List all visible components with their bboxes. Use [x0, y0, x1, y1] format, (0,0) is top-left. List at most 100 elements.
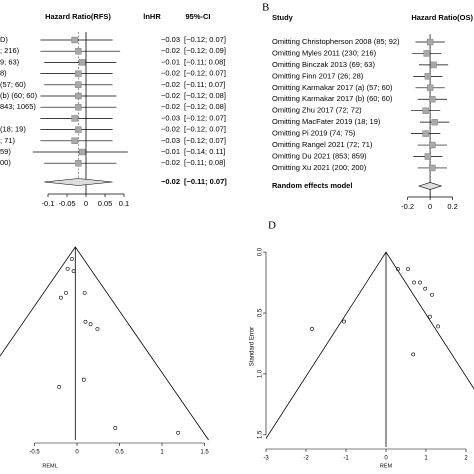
value-label: −0.02	[161, 80, 180, 89]
y-axis-label: Standard Error	[250, 327, 256, 366]
effect-square	[423, 50, 430, 57]
effect-square	[78, 59, 86, 66]
x-tick-label: 0.05	[98, 199, 113, 208]
effect-square	[422, 107, 429, 114]
x-tick-label: -0.05	[58, 199, 75, 208]
effect-square	[75, 92, 82, 100]
x-tick-label: -3	[263, 456, 269, 462]
study-label: D)	[0, 35, 8, 44]
x-tick-label: 1	[424, 456, 428, 462]
summary-value: −0.02	[161, 177, 180, 186]
study-point	[310, 326, 314, 331]
study-point	[88, 322, 93, 327]
ci-label: [−0.12; 0.07]	[184, 136, 226, 145]
summary-diamond	[44, 178, 113, 186]
panel-label: B	[262, 2, 269, 14]
x-axis-label: REM	[380, 463, 393, 469]
study-point	[430, 292, 434, 297]
effect-square	[426, 84, 434, 92]
study-label: (57; 60)	[0, 80, 26, 89]
study-label: ; 216)	[0, 46, 20, 55]
effect-square	[424, 73, 432, 80]
study-label: 8)	[0, 69, 7, 78]
study-point	[436, 324, 440, 329]
value-header: lnHR	[143, 12, 161, 21]
value-label: −0.02	[161, 46, 180, 55]
x-tick-label: 0.5	[115, 450, 124, 456]
ci-label: [−0.12; 0.07]	[184, 35, 226, 44]
ci-label: [−0.11; 0.07]	[184, 80, 225, 89]
study-point	[95, 327, 100, 331]
study-label: (b) (60; 60)	[0, 91, 38, 100]
x-tick-label: -0.2	[401, 202, 414, 211]
study-point	[176, 430, 181, 435]
study-point	[406, 267, 410, 272]
effect-square	[430, 61, 437, 69]
value-label: −0.03	[161, 35, 180, 44]
x-tick-label: -1	[343, 456, 349, 462]
study-point	[412, 280, 416, 285]
plot-area	[266, 251, 474, 447]
x-tick-label: 1.5	[200, 450, 209, 456]
effect-square	[75, 81, 82, 89]
effect-square	[71, 115, 78, 122]
ci-label: [−0.11; 0.08]	[184, 158, 225, 167]
x-tick-label: -0.5	[29, 450, 40, 456]
effect-square	[71, 137, 78, 145]
study-point	[423, 286, 428, 291]
y-tick-label: 0.5	[258, 308, 264, 317]
y-tick-label: 1.0	[258, 369, 264, 378]
study-label: Omitting Rangel 2021 (72; 71)	[272, 140, 373, 149]
y-tick-label: 0.0	[258, 247, 264, 256]
study-point	[418, 280, 422, 285]
effect-header: Hazard Ratio(RFS)	[45, 12, 111, 21]
study-point	[82, 290, 87, 295]
study-label: Omitting Myles 2011 (230; 216)	[272, 48, 377, 57]
study-point	[64, 290, 68, 295]
value-label: −0.03	[161, 136, 180, 145]
ci-label: [−0.12; 0.07]	[184, 113, 226, 122]
x-tick-label: 0	[84, 199, 88, 208]
value-label: −0.02	[161, 158, 180, 167]
funnel-outline	[266, 251, 474, 440]
study-label: Omitting Christopherson 2008 (85; 92)	[272, 37, 400, 46]
ci-label: [−0.11; 0.08]	[184, 57, 225, 66]
study-point	[83, 319, 88, 324]
value-label: −0.01	[161, 57, 180, 66]
effect-square	[429, 141, 436, 149]
ci-header: 95%-CI	[185, 12, 210, 21]
effect-square	[75, 70, 82, 77]
value-label: −0.01	[161, 147, 180, 156]
study-point	[70, 257, 74, 261]
effect-square	[75, 159, 82, 167]
effect-square	[429, 164, 436, 172]
study-label: Omitting MacFater 2019 (18; 19)	[272, 117, 381, 126]
value-label: −0.02	[161, 125, 180, 134]
panel-label: D	[268, 220, 276, 232]
summary-name: Random effects model	[272, 181, 352, 190]
x-axis-label: REML	[42, 463, 57, 469]
study-header: Study	[272, 13, 294, 22]
effect-square	[75, 103, 82, 111]
study-point	[71, 269, 76, 274]
effect-square	[71, 36, 78, 44]
x-tick-label: 0	[75, 450, 79, 456]
ci-label: [−0.14; 0.11]	[184, 147, 225, 156]
study-label: (18; 19)	[0, 125, 26, 134]
value-label: −0.02	[161, 69, 180, 78]
effect-square	[422, 130, 429, 137]
value-label: −0.02	[161, 91, 180, 100]
x-tick-label: 1	[160, 450, 164, 456]
ci-label: [−0.12; 0.07]	[184, 125, 226, 134]
effect-square	[429, 96, 436, 103]
x-tick-label: 0	[384, 456, 388, 462]
ci-label: [−0.12; 0.07]	[184, 69, 226, 78]
effect-square	[426, 38, 434, 46]
study-point	[428, 314, 432, 319]
study-point	[113, 426, 118, 430]
study-label: 00)	[0, 158, 11, 167]
study-label: 59)	[0, 147, 11, 156]
effect-header: Hazard Ratio(OS)	[411, 13, 473, 22]
summary-diamond	[417, 182, 443, 190]
